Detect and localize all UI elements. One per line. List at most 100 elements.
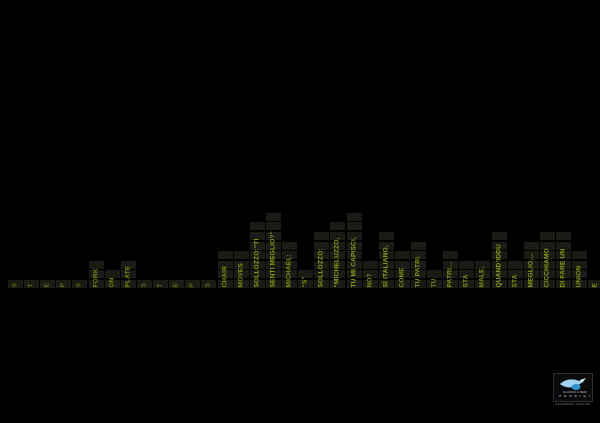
grid-cell bbox=[314, 270, 330, 279]
grid-cell bbox=[523, 251, 539, 260]
grid-cell bbox=[491, 251, 507, 260]
grid-cell bbox=[217, 260, 233, 269]
grid-cell bbox=[346, 260, 362, 269]
logo-tagline: RECORDING STUDIOS bbox=[555, 403, 591, 406]
grid-cell bbox=[459, 260, 475, 269]
grid-cell bbox=[523, 241, 539, 250]
grid-cell bbox=[314, 241, 330, 250]
grid-cell bbox=[282, 270, 298, 279]
grid-cell bbox=[411, 260, 426, 269]
grid-cell bbox=[249, 260, 265, 269]
grid-cell bbox=[346, 241, 362, 250]
grid-cell bbox=[217, 251, 233, 260]
grid-cell bbox=[507, 280, 523, 288]
grid-cell bbox=[265, 222, 281, 231]
grid-cell bbox=[539, 280, 555, 288]
grid-cell bbox=[56, 280, 72, 288]
grid-cell bbox=[378, 251, 394, 260]
grid-cell bbox=[314, 232, 330, 240]
grid-cell bbox=[104, 270, 120, 279]
grid-cell bbox=[282, 241, 298, 250]
grid-cell bbox=[378, 232, 394, 240]
grid-cell bbox=[427, 280, 443, 288]
grid-cell bbox=[507, 270, 523, 279]
grid-cell bbox=[491, 260, 507, 269]
grid-cell bbox=[249, 232, 265, 240]
grid-cell bbox=[314, 251, 330, 260]
grid-cell bbox=[378, 280, 394, 288]
grid-cell bbox=[249, 222, 265, 231]
grid-cell bbox=[265, 241, 281, 250]
grid-cell bbox=[475, 270, 491, 279]
grid-cell bbox=[459, 280, 475, 288]
studio-logo[interactable]: CLASSIC & NEW P R O D I G I RECORDING ST… bbox=[551, 373, 595, 411]
grid-cell bbox=[217, 270, 233, 279]
grid-cell bbox=[136, 280, 152, 288]
grid-cell bbox=[265, 280, 281, 288]
grid-cell bbox=[362, 270, 378, 279]
grid-cell bbox=[120, 260, 136, 269]
grid-cell bbox=[249, 251, 265, 260]
grid-cell bbox=[491, 241, 507, 250]
grid-cell bbox=[330, 251, 346, 260]
grid-cell bbox=[378, 260, 394, 269]
grid-cell bbox=[8, 280, 23, 288]
grid-cell bbox=[346, 270, 362, 279]
grid-cell bbox=[185, 280, 201, 288]
grid-cell bbox=[394, 260, 410, 269]
grid-cell bbox=[249, 270, 265, 279]
grid-cell bbox=[233, 260, 249, 269]
grid-cell bbox=[362, 260, 378, 269]
grid-cell bbox=[88, 280, 104, 288]
grid-cell bbox=[556, 251, 572, 260]
grid-cell bbox=[539, 241, 555, 250]
grid-cell bbox=[233, 251, 249, 260]
grid-cell bbox=[378, 241, 394, 250]
grid-cell bbox=[572, 260, 588, 269]
grid-cell bbox=[556, 241, 572, 250]
grid-cell bbox=[411, 251, 426, 260]
grid-cell bbox=[427, 270, 443, 279]
grid-cell bbox=[346, 212, 362, 221]
grid-cell bbox=[556, 270, 572, 279]
grid-cell bbox=[330, 232, 346, 240]
grid-cell bbox=[459, 270, 475, 279]
grid-cell bbox=[556, 260, 572, 269]
grid-cell bbox=[556, 280, 572, 288]
grid-cell bbox=[265, 260, 281, 269]
grid-cell bbox=[539, 270, 555, 279]
grid-cell bbox=[282, 251, 298, 260]
grid-cell bbox=[523, 270, 539, 279]
grid-cell bbox=[411, 280, 426, 288]
grid-cell bbox=[265, 270, 281, 279]
grid-cell bbox=[330, 270, 346, 279]
grid-cell bbox=[523, 280, 539, 288]
grid-cell bbox=[378, 270, 394, 279]
logo-wordmark: P R O D I G I bbox=[559, 394, 591, 398]
grid-cell bbox=[265, 232, 281, 240]
grid-cell bbox=[330, 260, 346, 269]
grid-cell bbox=[588, 280, 600, 288]
grid-cell bbox=[443, 260, 459, 269]
grid-cell bbox=[330, 222, 346, 231]
grid-cell bbox=[475, 280, 491, 288]
grid-cell bbox=[298, 270, 314, 279]
grid-cell bbox=[491, 232, 507, 240]
grid-cell bbox=[523, 260, 539, 269]
grid-cell bbox=[120, 270, 136, 279]
grid-cell bbox=[346, 232, 362, 240]
grid-cell bbox=[314, 260, 330, 269]
logo-frame: CLASSIC & NEW P R O D I G I bbox=[553, 373, 593, 402]
grid-cell bbox=[120, 280, 136, 288]
grid-cell bbox=[491, 280, 507, 288]
grid-cell bbox=[88, 270, 104, 279]
grid-cell bbox=[346, 251, 362, 260]
grid-cell bbox=[330, 241, 346, 250]
grid-cell bbox=[346, 222, 362, 231]
grid-cell bbox=[507, 260, 523, 269]
grid-cell bbox=[330, 280, 346, 288]
grid-cell bbox=[394, 270, 410, 279]
grid-cell bbox=[491, 270, 507, 279]
grid-cell bbox=[475, 260, 491, 269]
